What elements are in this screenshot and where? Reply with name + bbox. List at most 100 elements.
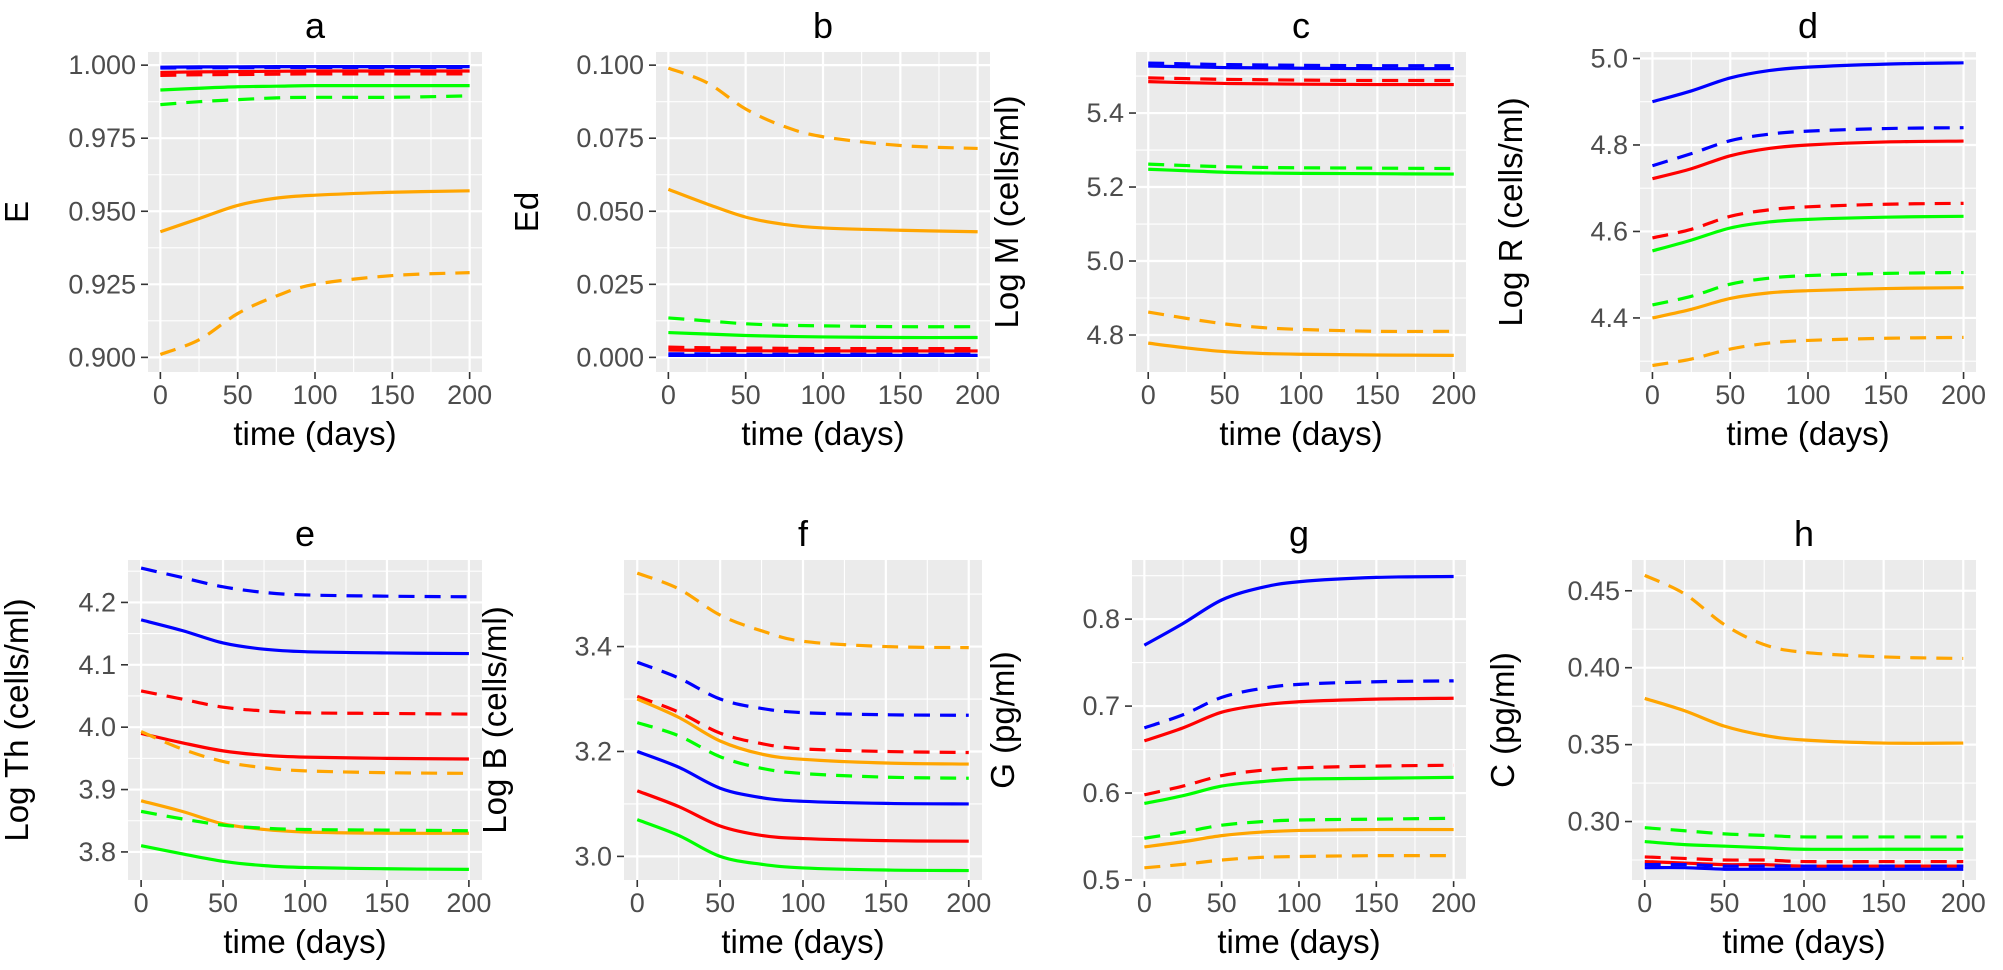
panel-g: 0 50 100 150 200 0.5 0.6 0.7 0.8 g time (days) G (p… — [984, 513, 1476, 960]
y-tick-label: 0.000 — [576, 342, 644, 372]
x-axis-title: time (days) — [1726, 415, 1889, 452]
series-line-green-dashed — [160, 94, 470, 107]
x-tick-label: 100 — [800, 380, 845, 410]
series-group — [1651, 61, 1964, 368]
series-line-blue-solid — [636, 749, 969, 806]
series-line-green-solid — [1144, 775, 1454, 806]
y-tick-label: 0.025 — [576, 269, 644, 299]
x-tick-label: 50 — [731, 380, 761, 410]
x-tick-label: 200 — [447, 380, 492, 410]
panel-d: 0 50 100 150 200 4.4 4.6 4.8 5.0 d time (days) Log … — [1492, 5, 1986, 452]
y-tick-label: 4.8 — [1590, 130, 1628, 160]
x-axis-title: time (days) — [1217, 923, 1380, 960]
x-tick-label: 50 — [223, 380, 253, 410]
series-line-orange-solid — [1644, 696, 1964, 745]
x-tick-label: 200 — [1941, 380, 1986, 410]
x-tick-label: 100 — [1785, 380, 1830, 410]
x-tick-label: 150 — [364, 888, 409, 918]
x-axis-title: time (days) — [233, 415, 396, 452]
series-line-blue-dashed — [160, 65, 470, 70]
panel-b: 0 50 100 150 200 0.000 0.025 0.050 0.075 0.100 b ti… — [508, 5, 1000, 452]
x-tick-label: 0 — [661, 380, 676, 410]
panel-title: g — [1289, 513, 1309, 554]
series-line-red-dashed — [1148, 76, 1454, 83]
panel-c: 0 50 100 150 200 4.8 5.0 5.2 5.4 c time (days) Log … — [988, 5, 1476, 452]
y-tick-label: 3.9 — [78, 775, 116, 805]
series-line-red-solid — [1143, 696, 1454, 743]
series-line-red-solid — [636, 789, 969, 843]
series-line-green-dashed — [668, 316, 978, 329]
series-line-orange-solid — [1148, 341, 1454, 357]
series-line-blue-dashed — [1644, 862, 1964, 868]
x-axis-title: time (days) — [1219, 415, 1382, 452]
series-line-green-solid — [140, 844, 469, 871]
y-tick-label: 0.30 — [1567, 807, 1620, 837]
series-line-green-dashed — [140, 809, 469, 833]
panel-a: 0 50 100 150 200 0.900 0.925 0.950 0.975 1.000 a ti… — [0, 5, 492, 452]
series-line-blue-solid — [140, 618, 469, 656]
y-tick-label: 3.0 — [574, 841, 612, 871]
series-line-green-solid — [160, 83, 470, 92]
y-tick-label: 0.45 — [1567, 576, 1620, 606]
series-line-red-solid — [140, 731, 469, 761]
x-axis-title: time (days) — [223, 923, 386, 960]
x-axis-title: time (days) — [741, 415, 904, 452]
y-tick-label: 5.0 — [1590, 43, 1628, 73]
x-tick-label: 100 — [282, 888, 327, 918]
y-tick-label: 3.4 — [574, 632, 612, 662]
series-line-red-dashed — [1644, 855, 1964, 864]
x-axis-title: time (days) — [1722, 923, 1885, 960]
series-line-orange-dashed — [1644, 573, 1964, 661]
y-tick-label: 3.8 — [78, 837, 116, 867]
panel-h: 0 50 100 150 200 0.30 0.35 0.40 0.45 h time (days)… — [1484, 513, 1986, 960]
series-line-blue-solid — [1143, 574, 1454, 647]
y-tick-label: 5.2 — [1086, 172, 1124, 202]
x-axis-title: time (days) — [721, 923, 884, 960]
series-line-green-dashed — [1144, 816, 1454, 840]
y-tick-label: 0.40 — [1567, 653, 1620, 683]
series-line-blue-solid — [1652, 61, 1964, 104]
x-tick-label: 200 — [955, 380, 1000, 410]
y-tick-label: 5.0 — [1086, 246, 1124, 276]
series-group — [159, 64, 470, 356]
series-line-blue-dashed — [1651, 126, 1964, 168]
x-tick-label: 50 — [1709, 888, 1739, 918]
y-axis-title: Log B (cells/ml) — [476, 606, 513, 833]
y-tick-label: 4.8 — [1086, 320, 1124, 350]
series-line-green-solid — [636, 818, 969, 873]
x-tick-label: 100 — [292, 380, 337, 410]
x-tick-label: 50 — [1207, 888, 1237, 918]
series-line-red-dashed — [140, 689, 469, 716]
series-line-orange-solid — [1144, 827, 1454, 849]
y-tick-label: 4.4 — [1590, 303, 1628, 333]
panel-title: f — [798, 513, 809, 554]
y-tick-label: 0.7 — [1082, 691, 1120, 721]
x-tick-label: 100 — [1278, 380, 1323, 410]
series-line-orange-solid — [1652, 286, 1964, 320]
y-tick-label: 4.0 — [78, 712, 116, 742]
x-tick-label: 100 — [1781, 888, 1826, 918]
y-axis-title: Log Th (cells/ml) — [0, 598, 35, 841]
x-tick-label: 50 — [1210, 380, 1240, 410]
series-line-orange-dashed — [667, 66, 978, 151]
x-tick-label: 0 — [630, 888, 645, 918]
panel-title: a — [305, 5, 326, 46]
series-line-orange-dashed — [1144, 853, 1454, 870]
y-axis-title: E — [0, 201, 35, 223]
series-line-red-solid — [1652, 139, 1964, 181]
x-tick-label: 200 — [446, 888, 491, 918]
series-line-blue-dashed — [140, 566, 469, 599]
series-line-orange-dashed — [140, 730, 469, 775]
x-tick-label: 200 — [946, 888, 991, 918]
series-line-green-solid — [1148, 167, 1454, 176]
series-line-green-dashed — [1652, 270, 1964, 307]
series-line-green-dashed — [1148, 162, 1454, 171]
series-line-orange-solid — [667, 187, 978, 234]
y-axis-title: Log M (cells/ml) — [988, 96, 1025, 329]
series-line-blue-solid — [1148, 64, 1454, 71]
x-tick-label: 200 — [1941, 888, 1986, 918]
x-tick-label: 50 — [208, 888, 238, 918]
series-group — [1147, 61, 1454, 357]
x-tick-label: 0 — [134, 888, 149, 918]
